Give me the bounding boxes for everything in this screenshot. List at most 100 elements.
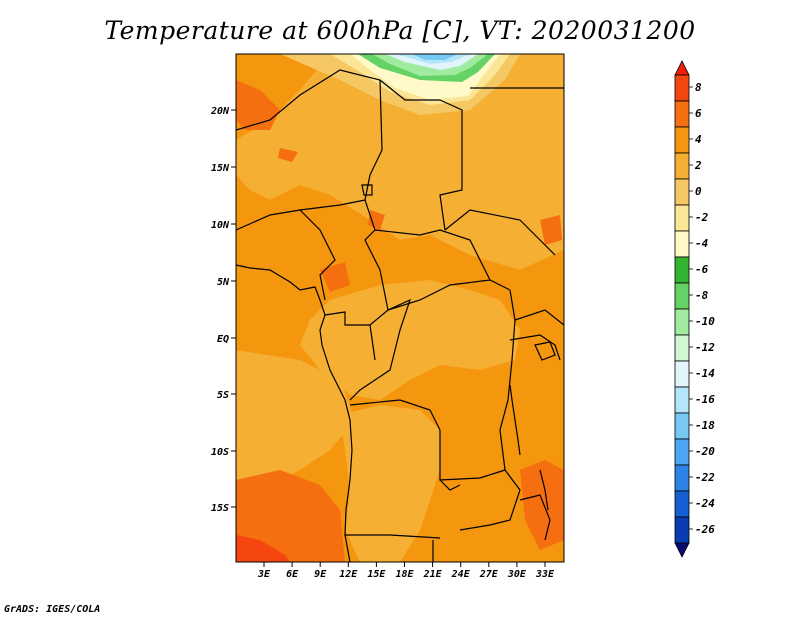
colorbar-box	[674, 334, 690, 362]
lat-tick-label: 20N	[210, 106, 230, 117]
colorbar-label: -6	[695, 263, 709, 276]
colorbar-box	[674, 282, 690, 310]
lon-tick-label: 6E	[286, 569, 299, 580]
field-4-6-sw	[236, 470, 345, 562]
lake-tanganyika	[509, 384, 521, 456]
colorbar-label: -16	[695, 393, 715, 406]
colorbar-label: -2	[695, 211, 709, 224]
chart-title: Temperature at 600hPa [C], VT: 202003120…	[104, 16, 696, 45]
colorbar-box	[674, 152, 690, 180]
country-borders	[236, 69, 564, 562]
border-angola-south	[345, 534, 441, 539]
lat-tick-label: 15N	[211, 163, 230, 174]
border-drc-east	[499, 289, 516, 471]
border-zambia	[439, 469, 521, 531]
border-tanzania-kenya	[514, 309, 564, 326]
colorbar-label: -8	[695, 289, 709, 302]
lake-malawi	[539, 469, 549, 511]
colorbar-label: -26	[695, 523, 715, 536]
colorbar-label: 6	[695, 107, 702, 120]
border-nigeria-cameroon	[299, 209, 336, 301]
lon-tick-label: 9E	[314, 569, 327, 580]
border-car	[374, 229, 491, 281]
grads-credit: GrADS: IGES/COLA	[4, 604, 101, 615]
colorbar-box	[674, 490, 690, 518]
border-angola-east	[439, 430, 461, 491]
lake-victoria	[534, 341, 556, 361]
colorbar-box	[674, 386, 690, 414]
plot-frame	[235, 53, 565, 563]
border-libya-chad	[369, 79, 383, 176]
lon-tick-label: 30E	[507, 569, 527, 580]
lon-tick-label: 27E	[479, 569, 499, 580]
field-6-8-sw	[236, 535, 290, 562]
colorbar-box	[674, 230, 690, 258]
colorbar-label: -24	[695, 497, 715, 510]
lon-tick-label: 21E	[423, 569, 443, 580]
lon-tick-label: 15E	[367, 569, 386, 580]
border-gabon-congo	[324, 311, 376, 361]
colorbar-box	[674, 126, 690, 154]
field-4-6-spot3	[368, 210, 385, 230]
colorbar-box	[674, 178, 690, 206]
colorbar-box	[674, 100, 690, 128]
border-mozambique	[519, 494, 551, 541]
longitude-axis: 3E 6E 9E 12E 15E 18E 21E 24E 27E 30E 33E	[257, 562, 555, 580]
colorbar-label: -22	[695, 471, 715, 484]
field-4-6-spot2	[540, 215, 562, 245]
colorbar-box	[674, 204, 690, 232]
colorbar-bottom-triangle	[674, 542, 690, 558]
border-sudan-south	[444, 209, 556, 256]
lon-tick-label: 12E	[339, 569, 358, 580]
field-0-2-south	[340, 405, 440, 562]
lon-tick-label: 3E	[257, 569, 271, 580]
field-minus16-minus14	[412, 54, 458, 60]
field-4-6-east	[520, 460, 564, 550]
colorbar-box	[674, 360, 690, 388]
colorbar-label: -14	[695, 367, 715, 380]
colorbar-label: -12	[695, 341, 715, 354]
lat-tick-label: 10S	[211, 447, 229, 458]
field-4-6-spot1	[320, 262, 350, 292]
colorbar-top-triangle	[674, 60, 690, 76]
latitude-axis: 20N 15N 10N 5N EQ 5S 10S 15S	[210, 106, 236, 514]
border-congo-drc	[349, 298, 412, 401]
colorbar-box	[674, 412, 690, 440]
lake-chad	[361, 184, 373, 196]
lon-tick-label: 33E	[535, 569, 555, 580]
lat-tick-label: EQ	[217, 334, 229, 345]
colorbar-label: 2	[694, 159, 702, 172]
field-0-2-north	[236, 54, 564, 270]
border-angola-north	[349, 399, 441, 431]
lon-tick-label: 24E	[451, 569, 471, 580]
colorbar-label: 4	[695, 133, 702, 146]
colorbar-box	[674, 308, 690, 336]
colorbar-box	[674, 516, 690, 544]
border-uganda	[509, 334, 561, 361]
colorbar-label: -4	[695, 237, 709, 250]
colorbar-label: -20	[695, 445, 715, 458]
field-0-2-west	[236, 350, 355, 495]
colorbar-box	[674, 464, 690, 492]
field-0-2-center	[300, 280, 520, 400]
colorbar-label: 8	[695, 81, 702, 94]
lat-tick-label: 5S	[217, 390, 229, 401]
lat-tick-label: 15S	[211, 503, 229, 514]
colorbar-label: -10	[695, 315, 715, 328]
border-algeria-niger	[236, 69, 440, 131]
colorbar-label: -18	[695, 419, 715, 432]
colorbar-label: 0	[695, 185, 702, 198]
border-chad-cameroon	[364, 174, 389, 311]
lon-tick-label: 18E	[395, 569, 414, 580]
lat-tick-label: 5N	[217, 277, 230, 288]
border-egypt-sudan	[439, 99, 463, 231]
temperature-field	[236, 54, 564, 562]
lat-tick-label: 10N	[211, 220, 230, 231]
colorbar-box	[674, 438, 690, 466]
field-4-6-spot4	[278, 148, 298, 162]
field-4-6-nw	[236, 80, 280, 130]
colorbar: 8 6 4 2 0 -2 -4 -6 -8 -10 -12 -14 -16 -18 -20 -22 -24 -26	[674, 60, 715, 558]
colorbar-box	[674, 256, 690, 284]
colorbar-box	[674, 74, 690, 102]
